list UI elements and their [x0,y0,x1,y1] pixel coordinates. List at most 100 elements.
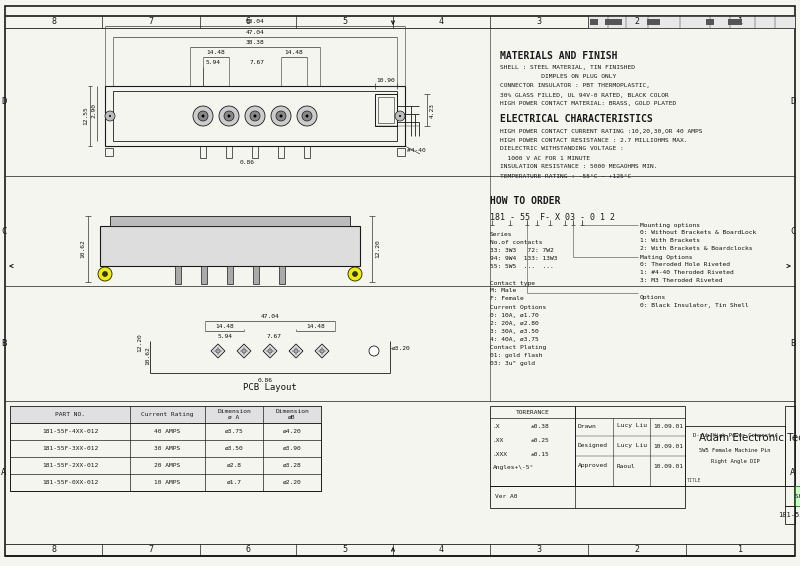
Text: Options: Options [640,294,666,299]
Bar [795,486,800,506]
Text: 5.94: 5.94 [218,334,233,339]
Text: 47.04: 47.04 [246,30,264,35]
Text: 0: 10A, ø1.70: 0: 10A, ø1.70 [490,312,538,318]
Text: 10 AMPS: 10 AMPS [154,480,181,485]
Polygon shape [289,344,303,358]
Text: ø3.90: ø3.90 [282,446,302,451]
Circle shape [245,106,265,126]
Text: Lucy Liu: Lucy Liu [617,444,647,448]
Text: 1: 1 [738,546,743,555]
Bar [110,216,350,226]
Text: 2: 2 [634,546,639,555]
Text: ø1.7: ø1.7 [226,480,242,485]
Text: HIGH POWER CONTACT CURRENT RATING :10,20,30,OR 40 AMPS: HIGH POWER CONTACT CURRENT RATING :10,20… [500,128,702,134]
Circle shape [250,111,260,121]
Bar [226,146,232,158]
Circle shape [105,111,115,121]
Circle shape [276,111,286,121]
Text: ø3.50: ø3.50 [225,446,243,451]
Text: 53.04: 53.04 [246,19,264,24]
Text: 55: 5W5  ...  ...: 55: 5W5 ... ... [490,264,554,269]
Bar [490,406,575,486]
Polygon shape [211,344,225,358]
Text: 10.09.01: 10.09.01 [653,444,683,448]
Text: 3: M3 Theroded Riveted: 3: M3 Theroded Riveted [640,278,722,284]
Text: No.of contacts: No.of contacts [490,241,542,246]
Text: 30 AMPS: 30 AMPS [154,446,181,451]
Text: ELECTRICAL CHARACTERISTICS: ELECTRICAL CHARACTERISTICS [500,114,653,124]
Bar [253,266,259,284]
Text: HIGH POWER CONTACT RESISTANCE : 2.7 MILLIOHMS MAX.: HIGH POWER CONTACT RESISTANCE : 2.7 MILL… [500,138,687,143]
Text: 7.67: 7.67 [250,60,265,65]
Text: 14.48: 14.48 [206,50,226,55]
Text: D: D [1,97,6,106]
Text: CONNECTOR INSULATOR : PBT THERMOPLASTIC,: CONNECTOR INSULATOR : PBT THERMOPLASTIC, [500,84,650,88]
Bar [397,148,405,156]
Circle shape [193,106,213,126]
Text: 6: 6 [246,18,250,27]
Circle shape [109,115,111,117]
Text: Current Options: Current Options [490,305,546,310]
Bar [100,226,360,266]
Text: 0: Black Insulator, Tin Shell: 0: Black Insulator, Tin Shell [640,302,749,307]
Text: M: Male: M: Male [490,289,516,294]
Text: 2.90: 2.90 [91,104,96,118]
Circle shape [102,272,107,277]
Bar [105,86,405,146]
Text: 7: 7 [149,546,154,555]
Text: 01: gold flash: 01: gold flash [490,353,542,358]
Text: 1: With Brackets: 1: With Brackets [640,238,700,243]
Text: 40 AMPS: 40 AMPS [154,429,181,434]
Text: ø3.20: ø3.20 [392,345,410,350]
Text: 0: Theroded Hole Riveted: 0: Theroded Hole Riveted [640,263,730,268]
Bar [588,16,795,28]
Bar [647,19,660,25]
Text: Right Angle DIP: Right Angle DIP [710,460,759,465]
Text: ø2.20: ø2.20 [282,480,302,485]
Text: Contact type: Contact type [490,281,535,285]
Circle shape [369,346,379,356]
Text: ø3.75: ø3.75 [225,429,243,434]
Circle shape [279,114,282,118]
Text: 2: 20A, ø2.80: 2: 20A, ø2.80 [490,320,538,325]
Bar [105,148,113,156]
Bar [279,266,285,284]
Text: 10.90: 10.90 [377,78,395,83]
Text: 7: 7 [149,18,154,27]
Bar [785,486,795,506]
Bar [304,146,310,158]
Text: 181-55F-2XX-012: 181-55F-2XX-012 [42,463,98,468]
Text: 2: 2 [634,18,639,27]
Text: A: A [790,468,795,477]
Text: 10.09.01: 10.09.01 [653,464,683,469]
Circle shape [227,114,230,118]
Text: .X: .X [493,423,501,428]
Text: 4: 4 [439,18,444,27]
Text: 3: 30A, ø3.50: 3: 30A, ø3.50 [490,328,538,333]
Polygon shape [315,344,329,358]
Text: 12.55: 12.55 [83,106,88,126]
Bar [728,19,742,25]
Text: 8: 8 [51,18,56,27]
Text: Ver A0: Ver A0 [495,495,518,500]
Text: DIMPLES ON PLUG ONLY: DIMPLES ON PLUG ONLY [500,75,616,79]
Text: C: C [790,226,795,235]
Text: ø3.28: ø3.28 [282,463,302,468]
Text: A: A [1,468,6,477]
Circle shape [224,111,234,121]
Text: HIGH POWER CONTACT MATERIAL: BRASS, GOLD PLATED: HIGH POWER CONTACT MATERIAL: BRASS, GOLD… [500,101,676,106]
Text: Dimension: Dimension [275,409,309,414]
Bar [785,406,795,486]
Text: 10.62: 10.62 [80,239,85,258]
Bar [785,506,795,524]
Bar [10,406,321,423]
Bar [706,19,714,25]
Text: 4: 40A, ø3.75: 4: 40A, ø3.75 [490,337,538,341]
Bar [490,486,685,508]
Circle shape [242,349,246,353]
Bar [175,266,181,284]
Circle shape [395,111,405,121]
Text: TITLE: TITLE [687,478,702,483]
Text: 8: 8 [51,546,56,555]
Text: D: D [790,97,795,106]
